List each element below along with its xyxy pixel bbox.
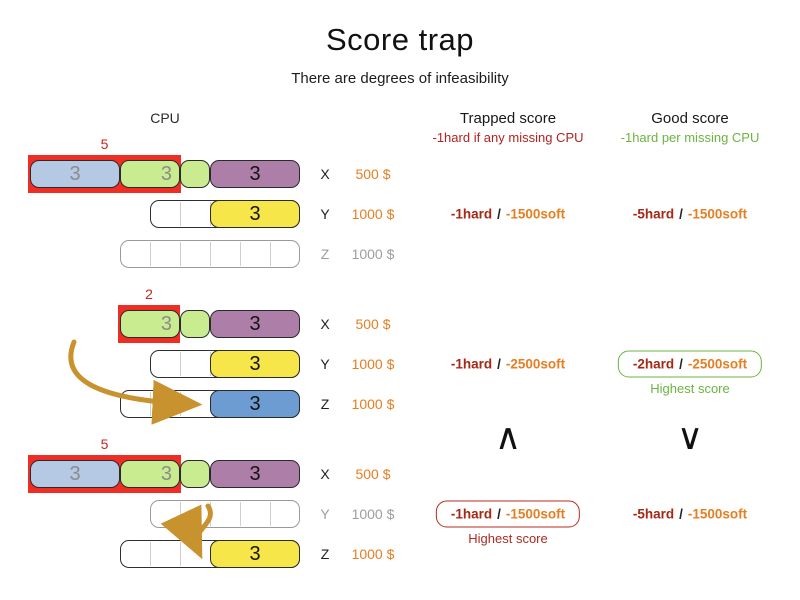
machine-cost: 1000 $ bbox=[351, 506, 395, 522]
good-score-value: -5hard / -1500soft bbox=[632, 206, 748, 222]
capacity-cell-divider bbox=[150, 242, 151, 266]
capacity-cell-divider bbox=[180, 242, 181, 266]
trapped-score-header: Trapped score bbox=[459, 110, 557, 127]
cpu-overflow-count: 5 bbox=[100, 436, 109, 452]
process-box: 3 bbox=[210, 460, 300, 488]
capacity-cell-divider bbox=[180, 392, 181, 416]
process-box: 3 bbox=[120, 310, 180, 338]
page-subtitle: There are degrees of infeasibility bbox=[291, 70, 509, 87]
process-box: 3 bbox=[210, 200, 300, 228]
capacity-frame bbox=[150, 500, 300, 528]
machine-label: Y bbox=[320, 356, 330, 372]
trapped-comparator-symbol: ∧ bbox=[494, 416, 522, 457]
capacity-cell-divider bbox=[180, 202, 181, 226]
machine-cost: 1000 $ bbox=[351, 356, 395, 372]
machine-label: X bbox=[320, 166, 330, 182]
machine-cost: 500 $ bbox=[355, 166, 391, 182]
machine-cost: 1000 $ bbox=[351, 396, 395, 412]
good-score-rule: -1hard per missing CPU bbox=[620, 130, 760, 145]
machine-cost: 1000 $ bbox=[351, 206, 395, 222]
machine-cost: 500 $ bbox=[355, 466, 391, 482]
process-box: 3 bbox=[210, 350, 300, 378]
process-box: 3 bbox=[210, 160, 300, 188]
process-box: 3 bbox=[210, 310, 300, 338]
page-title: Score trap bbox=[325, 22, 474, 57]
good-score-value: -2hard / -2500soft bbox=[617, 350, 763, 378]
good-score-header: Good score bbox=[651, 110, 729, 127]
capacity-cell-divider bbox=[210, 242, 211, 266]
process-box: 3 bbox=[210, 540, 300, 568]
capacity-cell-divider bbox=[210, 502, 211, 526]
machine-label: Z bbox=[320, 546, 330, 562]
process-box bbox=[180, 460, 210, 488]
machine-cost: 500 $ bbox=[355, 316, 391, 332]
machine-label: Y bbox=[320, 206, 330, 222]
trapped-score-value: -1hard / -2500soft bbox=[450, 356, 566, 372]
process-box: 3 bbox=[30, 160, 120, 188]
capacity-cell-divider bbox=[270, 242, 271, 266]
capacity-cell-divider bbox=[180, 502, 181, 526]
machine-label: X bbox=[320, 466, 330, 482]
cpu-overflow-count: 5 bbox=[100, 136, 109, 152]
trapped-score-value: -1hard / -1500soft bbox=[450, 206, 566, 222]
capacity-cell-divider bbox=[240, 502, 241, 526]
capacity-cell-divider bbox=[150, 542, 151, 566]
process-box: 3 bbox=[30, 460, 120, 488]
machine-cost: 1000 $ bbox=[351, 246, 395, 262]
capacity-cell-divider bbox=[270, 502, 271, 526]
capacity-cell-divider bbox=[240, 242, 241, 266]
good-comparator-symbol: ∨ bbox=[676, 416, 704, 457]
machine-label: X bbox=[320, 316, 330, 332]
process-box: 3 bbox=[120, 460, 180, 488]
capacity-cell-divider bbox=[180, 542, 181, 566]
machine-label: Z bbox=[320, 246, 330, 262]
trapped-score-caption: Highest score bbox=[468, 531, 548, 546]
process-box: 3 bbox=[210, 390, 300, 418]
good-score-value: -5hard / -1500soft bbox=[632, 506, 748, 522]
machine-label: Z bbox=[320, 396, 330, 412]
trapped-score-value: -1hard / -1500soft bbox=[435, 500, 581, 528]
process-box bbox=[180, 310, 210, 338]
cpu-overflow-count: 2 bbox=[145, 286, 153, 302]
process-box: 3 bbox=[120, 160, 180, 188]
trapped-score-rule: -1hard if any missing CPU bbox=[432, 130, 584, 145]
cpu-column-header: CPU bbox=[150, 110, 180, 126]
good-score-caption: Highest score bbox=[650, 381, 730, 396]
process-box bbox=[180, 160, 210, 188]
machine-label: Y bbox=[320, 506, 330, 522]
capacity-cell-divider bbox=[150, 392, 151, 416]
machine-cost: 1000 $ bbox=[351, 546, 395, 562]
capacity-cell-divider bbox=[180, 352, 181, 376]
